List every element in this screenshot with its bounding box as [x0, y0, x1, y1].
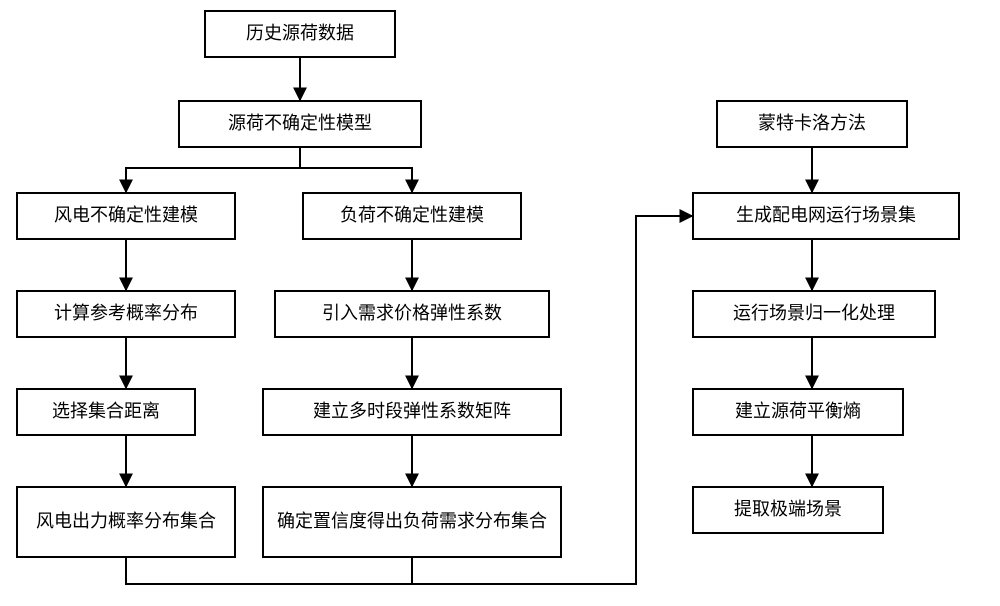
flowchart-node-label: 风电不确定性建模	[54, 204, 198, 227]
flowchart-node-n7: 引入需求价格弹性系数	[274, 290, 550, 338]
flowchart-node-n11: 生成配电网运行场景集	[692, 192, 960, 240]
flowchart-node-n1: 源荷不确定性模型	[178, 100, 422, 148]
flowchart-edge	[126, 148, 300, 192]
flowchart-node-label: 生成配电网运行场景集	[736, 204, 916, 227]
flowchart-node-n14: 提取极端场景	[692, 486, 884, 534]
flowchart-node-label: 确定置信度得出负荷需求分布集合	[277, 510, 547, 533]
flowchart-node-n13: 建立源荷平衡熵	[692, 388, 904, 436]
flowchart-node-label: 负荷不确定性建模	[340, 204, 484, 227]
flowchart-node-label: 风电出力概率分布集合	[36, 510, 216, 533]
flowchart-edge	[300, 148, 412, 192]
flowchart-node-label: 建立多时段弹性系数矩阵	[313, 400, 511, 423]
flowchart-node-n10: 蒙特卡洛方法	[716, 100, 908, 148]
flowchart-node-n12: 运行场景归一化处理	[692, 290, 936, 338]
flowchart-node-label: 建立源荷平衡熵	[735, 400, 861, 423]
flowchart-node-label: 引入需求价格弹性系数	[322, 302, 502, 325]
flowchart-node-n4: 选择集合距离	[16, 388, 196, 436]
flowchart-node-label: 运行场景归一化处理	[733, 302, 895, 325]
flowchart-node-label: 源荷不确定性模型	[228, 112, 372, 135]
flowchart-node-n5: 风电出力概率分布集合	[16, 486, 236, 558]
flowchart-node-label: 蒙特卡洛方法	[758, 112, 866, 135]
flowchart-node-n9: 确定置信度得出负荷需求分布集合	[262, 486, 562, 558]
flowchart-node-n2: 风电不确定性建模	[16, 192, 236, 240]
flowchart-node-label: 计算参考概率分布	[54, 302, 198, 325]
flowchart-node-n3: 计算参考概率分布	[16, 290, 236, 338]
flowchart-node-label: 历史源荷数据	[246, 22, 354, 45]
flowchart-node-n8: 建立多时段弹性系数矩阵	[262, 388, 562, 436]
flowchart-node-label: 提取极端场景	[734, 498, 842, 521]
flowchart-node-n6: 负荷不确定性建模	[302, 192, 522, 240]
flowchart-node-label: 选择集合距离	[52, 400, 160, 423]
flowchart-node-n0: 历史源荷数据	[204, 10, 396, 58]
flowchart-canvas: 历史源荷数据源荷不确定性模型风电不确定性建模计算参考概率分布选择集合距离风电出力…	[0, 0, 1000, 606]
